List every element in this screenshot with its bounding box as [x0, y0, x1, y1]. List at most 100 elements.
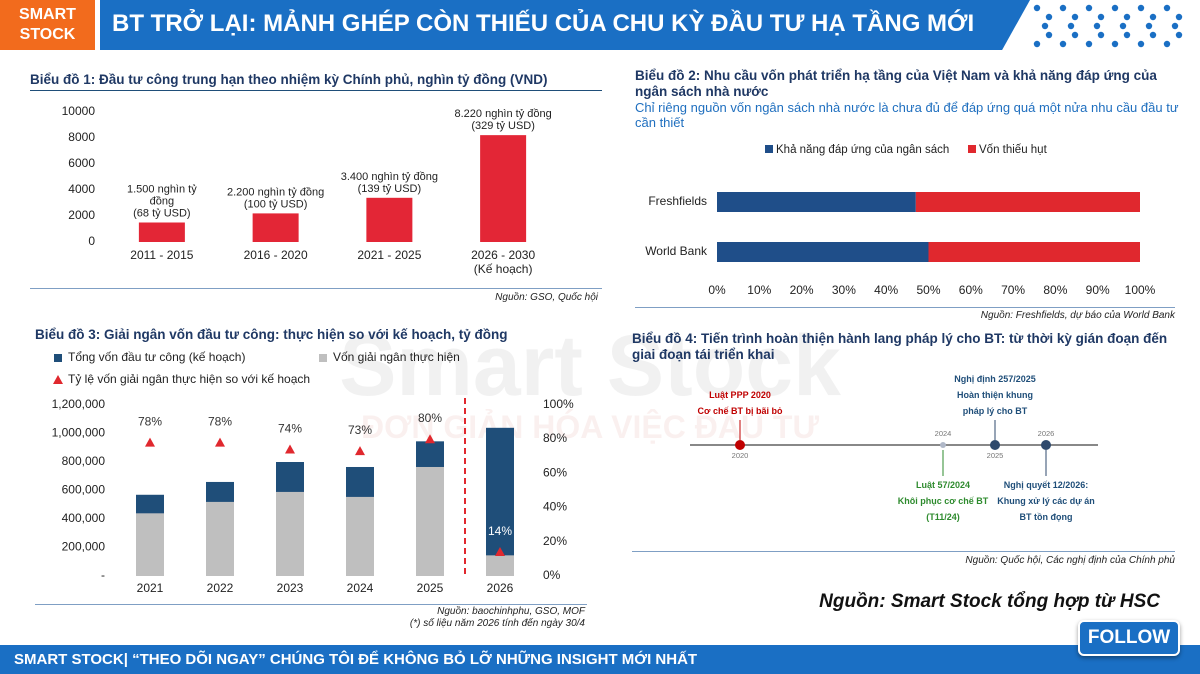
x-tick-label: 50%	[916, 283, 940, 297]
timeline-event: Nghị quyết 12/2026: Khung xử lý các dự án…	[997, 480, 1095, 522]
decoration	[1119, 22, 1127, 30]
y-tick-label: Freshfields	[648, 194, 707, 208]
y-tick-label: 8000	[68, 130, 95, 144]
x-tick-label: 2011 - 2015	[130, 248, 193, 262]
decoration	[1097, 31, 1105, 39]
chart-source: Nguồn: baochinhphu, GSO, MOF	[437, 606, 585, 617]
x-tick-label: 80%	[1043, 283, 1067, 297]
timeline-dot	[990, 440, 1000, 450]
x-tick-label: 2026 - 2030 (Kế hoạch)	[471, 248, 535, 276]
divider	[30, 90, 602, 91]
y-tick-label: 800,000	[62, 454, 106, 468]
bar	[346, 496, 374, 576]
bar	[486, 555, 514, 576]
legend-label: Vốn giải ngân thực hiện	[333, 350, 460, 364]
marker	[285, 444, 295, 454]
footer-bar	[0, 645, 1200, 674]
bar	[136, 513, 164, 576]
y-tick-label: 0	[88, 234, 95, 248]
bar	[928, 242, 1140, 262]
timeline-year: 2020	[732, 451, 749, 460]
decoration	[1085, 40, 1093, 48]
x-tick-label: 2024	[347, 581, 374, 595]
bar	[366, 197, 413, 242]
y2-tick-label: 20%	[543, 534, 567, 548]
data-label: 2.200 nghìn tỷ đồng (100 tỷ USD)	[227, 186, 324, 210]
y-tick-label: 200,000	[62, 540, 106, 554]
bar	[416, 466, 444, 576]
timeline-event: Luật 57/2024 Khôi phục cơ chế BT (T11/24)	[898, 480, 989, 522]
y-tick-label: World Bank	[645, 244, 708, 258]
follow-button[interactable]: FOLLOW	[1078, 620, 1180, 656]
timeline-year: 2024	[935, 429, 952, 438]
decoration	[1137, 4, 1145, 12]
title-bar	[100, 0, 1030, 50]
timeline-dot	[1041, 440, 1051, 450]
decoration	[1111, 4, 1119, 12]
decoration	[1097, 13, 1105, 21]
bar	[138, 222, 185, 242]
decoration	[1123, 31, 1131, 39]
decoration	[1071, 13, 1079, 21]
chart-title: Biểu đồ 3: Giải ngân vốn đầu tư công: th…	[35, 327, 508, 342]
chart-title: Biểu đồ 4: Tiến trình hoàn thiện hành la…	[632, 331, 1168, 362]
summary-source: Nguồn: Smart Stock tổng hợp từ HSC	[819, 591, 1160, 612]
data-label: 78%	[208, 415, 232, 429]
marker	[425, 434, 435, 444]
decoration	[1175, 13, 1183, 21]
divider	[632, 551, 1175, 552]
decoration	[1145, 22, 1153, 30]
marker	[495, 547, 505, 557]
chart-source: Nguồn: Quốc hội, Các nghị định của Chính…	[965, 555, 1175, 566]
x-tick-label: 2021	[137, 581, 164, 595]
y-tick-label: 10000	[62, 104, 96, 118]
x-tick-label: 70%	[1001, 283, 1025, 297]
y-tick-label: 6000	[68, 156, 95, 170]
x-tick-label: 10%	[747, 283, 771, 297]
y-tick-label: 1,200,000	[52, 397, 106, 411]
data-label: 3.400 nghìn tỷ đồng (139 tỷ USD)	[341, 171, 438, 195]
bar	[252, 213, 299, 242]
x-tick-label: 2023	[277, 581, 304, 595]
divider	[635, 307, 1175, 308]
bar	[206, 501, 234, 576]
data-label: 73%	[348, 423, 372, 437]
y-tick-label: 2000	[68, 208, 95, 222]
watermark-slogan: ĐƠN GIẢN HÓA VIỆC ĐẦU TƯ	[361, 409, 819, 445]
decoration	[1033, 4, 1041, 12]
x-tick-label: 60%	[959, 283, 983, 297]
timeline-year: 2025	[987, 451, 1004, 460]
timeline-event: Luật PPP 2020 Cơ chế BT bị bãi bỏ	[698, 390, 783, 416]
timeline-dot	[940, 442, 946, 448]
chart-note: (*) số liệu năm 2026 tính đến ngày 30/4	[409, 618, 585, 629]
x-tick-label: 2025	[417, 581, 444, 595]
data-label: 78%	[138, 415, 162, 429]
y2-tick-label: 80%	[543, 431, 567, 445]
legend-swatch	[968, 145, 976, 153]
chart-subtitle: Chỉ riêng nguồn vốn ngân sách nhà nước l…	[635, 100, 1179, 130]
marker	[215, 437, 225, 447]
y2-tick-label: 100%	[543, 397, 574, 411]
legend-label: Tỷ lệ vốn giải ngân thực hiện so với kế …	[68, 372, 310, 386]
timeline-dot	[735, 440, 745, 450]
x-tick-label: 0%	[708, 283, 726, 297]
x-tick-label: 20%	[790, 283, 814, 297]
data-label: 80%	[418, 411, 442, 425]
footer-text: SMART STOCK| “THEO DÕI NGAY” CHÚNG TÔI Đ…	[14, 651, 698, 668]
decoration	[1085, 4, 1093, 12]
decoration	[1041, 22, 1049, 30]
x-tick-label: 40%	[874, 283, 898, 297]
decoration	[1067, 22, 1075, 30]
decoration	[1123, 13, 1131, 21]
marker	[145, 437, 155, 447]
data-label: 1.500 nghìn tỷ đồng (68 tỷ USD)	[127, 183, 197, 219]
data-label: 74%	[278, 422, 302, 436]
legend-swatch	[765, 145, 773, 153]
legend-swatch	[319, 354, 327, 362]
timeline-event: Nghị định 257/2025 Hoàn thiện khung pháp l…	[954, 374, 1036, 416]
decoration	[1175, 31, 1183, 39]
decoration	[1059, 4, 1067, 12]
watermark-brand: Smart Stock	[339, 318, 841, 414]
